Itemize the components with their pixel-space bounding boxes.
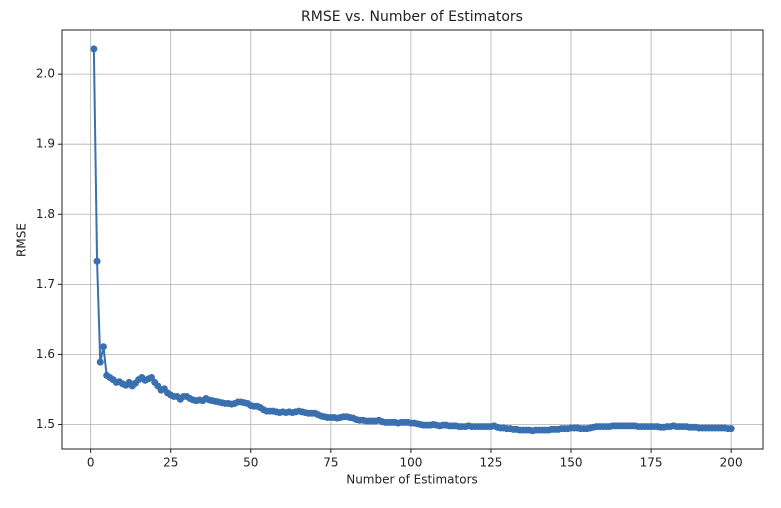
x-tick-label: 100 xyxy=(399,456,422,470)
plot-frame xyxy=(61,29,764,450)
point xyxy=(99,343,107,351)
y-tick-label: 1.7 xyxy=(36,277,55,291)
point xyxy=(90,45,98,53)
y-axis-label: RMSE xyxy=(15,223,29,257)
x-tick-label: 25 xyxy=(163,456,178,470)
x-tick-label: 125 xyxy=(480,456,503,470)
y-tick-label: 1.9 xyxy=(36,137,55,151)
x-tick-label: 150 xyxy=(560,456,583,470)
point xyxy=(96,358,104,366)
y-tick-label: 2.0 xyxy=(36,67,55,81)
line xyxy=(92,48,732,432)
x-axis-label: Number of Estimators xyxy=(346,473,478,487)
point xyxy=(727,425,735,433)
x-tick-label: 50 xyxy=(243,456,258,470)
point xyxy=(93,257,101,265)
y-tick-label: 1.6 xyxy=(36,347,55,361)
x-tick-label: 75 xyxy=(323,456,338,470)
x-tick-label: 200 xyxy=(720,456,743,470)
x-tick-label: 0 xyxy=(87,456,95,470)
chart-title: RMSE vs. Number of Estimators xyxy=(301,9,523,25)
y-tick-label: 1.5 xyxy=(36,417,55,431)
x-tick-label: 175 xyxy=(640,456,663,470)
y-tick-label: 1.8 xyxy=(36,207,55,221)
